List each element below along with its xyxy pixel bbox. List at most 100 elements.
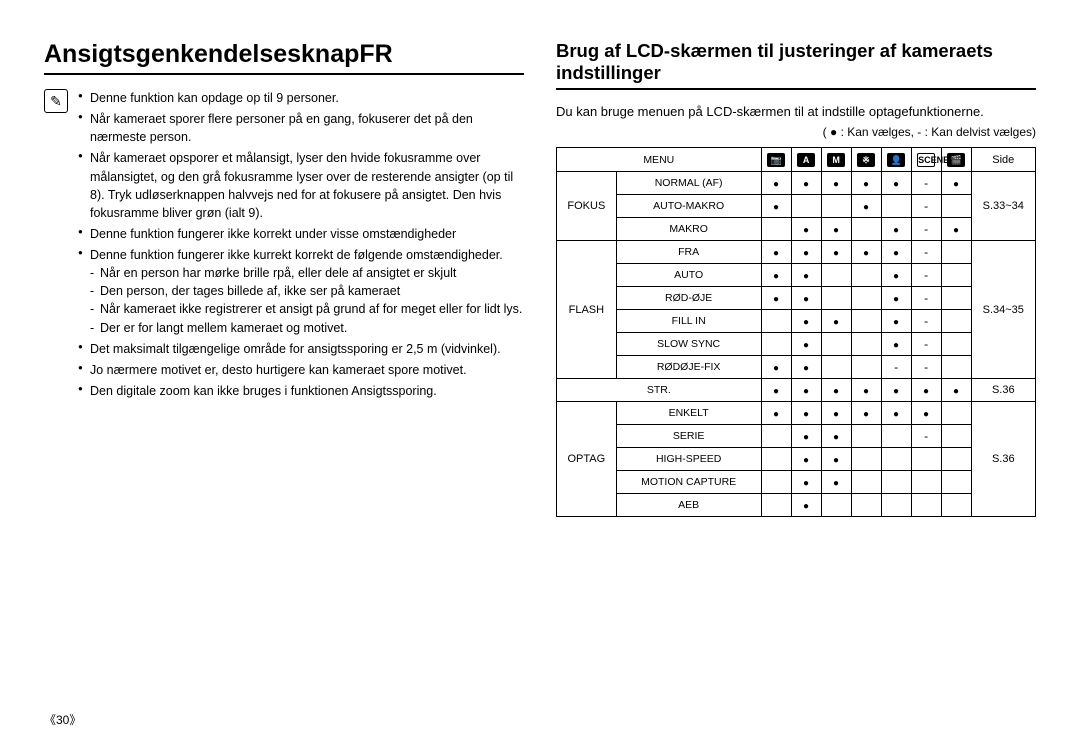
- value-cell: ●: [881, 218, 911, 241]
- value-cell: -: [911, 333, 941, 356]
- value-cell: ●: [761, 264, 791, 287]
- value-cell: ●: [821, 241, 851, 264]
- left-heading: AnsigtsgenkendelsesknapFR: [44, 40, 524, 75]
- value-cell: ●: [851, 172, 881, 195]
- value-cell: ●: [791, 402, 821, 425]
- value-cell: [941, 402, 971, 425]
- menu-item-cell: FILL IN: [616, 310, 761, 333]
- value-cell: [761, 494, 791, 517]
- value-cell: [851, 264, 881, 287]
- value-cell: ●: [851, 195, 881, 218]
- value-cell: [851, 287, 881, 310]
- value-cell: ●: [791, 494, 821, 517]
- value-cell: [851, 448, 881, 471]
- value-cell: [911, 494, 941, 517]
- value-cell: ●: [791, 241, 821, 264]
- value-cell: ●: [791, 471, 821, 494]
- header-side: Side: [971, 148, 1035, 172]
- value-cell: [821, 264, 851, 287]
- value-cell: -: [881, 356, 911, 379]
- menu-item-cell: SLOW SYNC: [616, 333, 761, 356]
- value-cell: [941, 310, 971, 333]
- value-cell: [761, 425, 791, 448]
- mode-header-icon: M: [821, 148, 851, 172]
- sub-bullet-item: Der er for langt mellem kameraet og moti…: [90, 319, 524, 337]
- value-cell: ●: [791, 310, 821, 333]
- value-cell: [941, 356, 971, 379]
- menu-item-cell: ENKELT: [616, 402, 761, 425]
- group-cell: FOKUS: [557, 172, 617, 241]
- value-cell: [851, 218, 881, 241]
- value-cell: [941, 425, 971, 448]
- mode-header-icon: ※: [851, 148, 881, 172]
- value-cell: [821, 333, 851, 356]
- menu-item-cell: RØDØJE-FIX: [616, 356, 761, 379]
- side-cell: S.33~34: [971, 172, 1035, 241]
- value-cell: [881, 195, 911, 218]
- value-cell: ●: [941, 379, 971, 402]
- side-cell: S.36: [971, 379, 1035, 402]
- value-cell: ●: [821, 379, 851, 402]
- bullet-item: Denne funktion fungerer ikke korrekt und…: [78, 225, 524, 243]
- menu-item-cell: STR.: [557, 379, 762, 402]
- value-cell: [821, 356, 851, 379]
- value-cell: [851, 471, 881, 494]
- value-cell: ●: [941, 218, 971, 241]
- value-cell: [911, 448, 941, 471]
- value-cell: [761, 310, 791, 333]
- value-cell: ●: [761, 172, 791, 195]
- value-cell: ●: [761, 356, 791, 379]
- value-cell: [881, 448, 911, 471]
- value-cell: [941, 494, 971, 517]
- value-cell: ●: [911, 402, 941, 425]
- bullet-item: Denne funktion fungerer ikke kurrekt kor…: [78, 246, 524, 337]
- value-cell: ●: [881, 172, 911, 195]
- value-cell: [881, 471, 911, 494]
- value-cell: -: [911, 310, 941, 333]
- menu-item-cell: SERIE: [616, 425, 761, 448]
- value-cell: [851, 356, 881, 379]
- value-cell: ●: [821, 402, 851, 425]
- value-cell: -: [911, 287, 941, 310]
- value-cell: [791, 195, 821, 218]
- value-cell: ●: [821, 448, 851, 471]
- value-cell: [851, 333, 881, 356]
- bullet-list: Denne funktion kan opdage op til 9 perso…: [78, 89, 524, 403]
- value-cell: ●: [881, 379, 911, 402]
- value-cell: ●: [761, 287, 791, 310]
- side-cell: S.36: [971, 402, 1035, 517]
- value-cell: [851, 310, 881, 333]
- value-cell: ●: [881, 264, 911, 287]
- value-cell: ●: [821, 310, 851, 333]
- menu-item-cell: HIGH-SPEED: [616, 448, 761, 471]
- value-cell: [821, 494, 851, 517]
- value-cell: -: [911, 425, 941, 448]
- menu-item-cell: FRA: [616, 241, 761, 264]
- value-cell: ●: [881, 310, 911, 333]
- value-cell: ●: [851, 241, 881, 264]
- value-cell: [941, 264, 971, 287]
- value-cell: [941, 471, 971, 494]
- value-cell: [761, 333, 791, 356]
- value-cell: [851, 425, 881, 448]
- value-cell: ●: [881, 287, 911, 310]
- mode-header-icon: 📷: [761, 148, 791, 172]
- sub-bullet-item: Den person, der tages billede af, ikke s…: [90, 282, 524, 300]
- note-icon: ✎: [44, 89, 68, 113]
- menu-item-cell: AUTO-MAKRO: [616, 195, 761, 218]
- value-cell: -: [911, 356, 941, 379]
- value-cell: ●: [881, 241, 911, 264]
- value-cell: ●: [791, 218, 821, 241]
- value-cell: ●: [791, 264, 821, 287]
- group-cell: OPTAG: [557, 402, 617, 517]
- bullet-item: Når kameraet opsporer et målansigt, lyse…: [78, 149, 524, 222]
- menu-item-cell: NORMAL (AF): [616, 172, 761, 195]
- value-cell: [881, 425, 911, 448]
- value-cell: [881, 494, 911, 517]
- value-cell: [821, 287, 851, 310]
- sub-bullet-item: Når kameraet ikke registrerer et ansigt …: [90, 300, 524, 318]
- value-cell: ●: [821, 172, 851, 195]
- intro-text: Du kan bruge menuen på LCD-skærmen til a…: [556, 104, 1036, 119]
- bullet-item: Når kameraet sporer flere personer på en…: [78, 110, 524, 146]
- value-cell: -: [911, 264, 941, 287]
